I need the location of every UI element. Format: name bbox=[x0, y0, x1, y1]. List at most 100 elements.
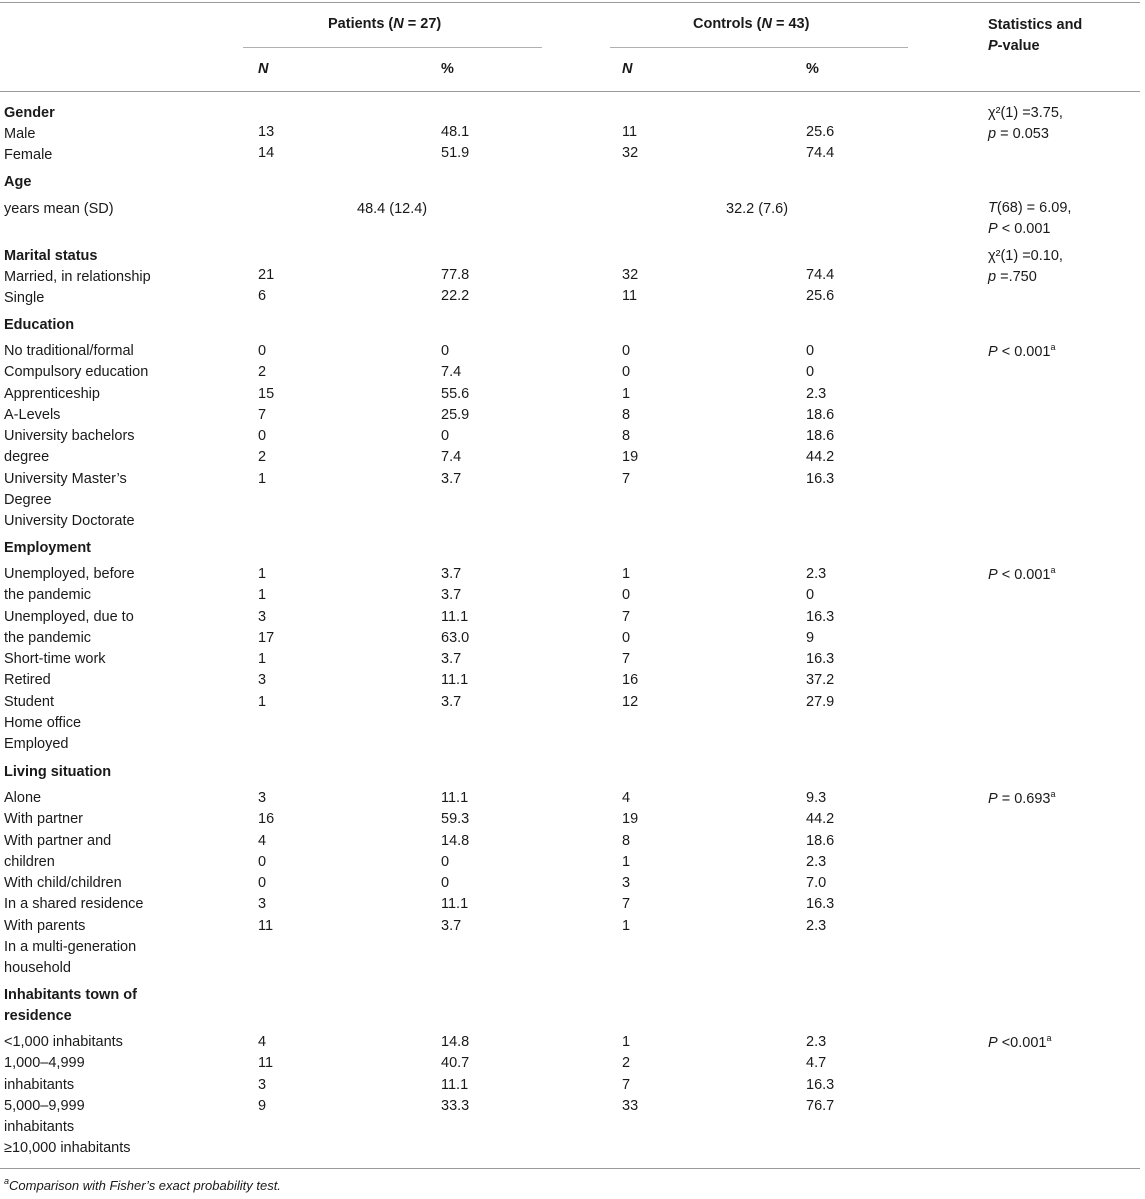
row-label: Home office bbox=[4, 715, 82, 732]
cell: 44.2 bbox=[806, 449, 835, 466]
age-patients-value: 48.4 (12.4) bbox=[357, 201, 428, 217]
living-controls-pct: 9.3 44.2 18.6 2.3 7.0 16.3 2.3 bbox=[806, 788, 834, 937]
inhabitants-controls-pct: 2.3 4.7 16.3 76.7 bbox=[806, 1032, 834, 1117]
gender-labels: Male Female bbox=[4, 124, 52, 167]
cell: 1 bbox=[258, 587, 267, 604]
cell: 33 bbox=[622, 1097, 639, 1114]
cell: 2 bbox=[258, 364, 267, 381]
living-labels: Alone With partner With partner and chil… bbox=[4, 788, 143, 980]
table-top-rule bbox=[0, 2, 1140, 3]
cell: 3 bbox=[622, 875, 631, 892]
employment-patients-pct: 3.7 3.7 11.1 63.0 3.7 11.1 3.7 bbox=[441, 564, 469, 713]
cell: 0 bbox=[441, 343, 450, 359]
row-label: Student bbox=[4, 693, 54, 710]
header-bottom-rule bbox=[0, 91, 1140, 92]
cell: 7 bbox=[258, 406, 267, 423]
row-label: inhabitants bbox=[4, 1076, 75, 1093]
table-bottom-rule bbox=[0, 1168, 1140, 1169]
cell: 7.4 bbox=[441, 449, 462, 466]
education-labels: No traditional/formal Compulsory educati… bbox=[4, 341, 148, 533]
cell: 18.6 bbox=[806, 832, 835, 849]
cell: 1 bbox=[258, 566, 267, 582]
cell: 16.3 bbox=[806, 470, 835, 487]
cell: 0 bbox=[441, 875, 450, 892]
marital-labels: Married, in relationship Single bbox=[4, 267, 151, 310]
cell: 14.8 bbox=[441, 832, 470, 849]
cell: 55.6 bbox=[441, 385, 470, 402]
cell: 40.7 bbox=[441, 1055, 470, 1072]
cell: 25.6 bbox=[806, 288, 835, 305]
inhabitants-labels: <1,000 inhabitants 1,000–4,999 inhabitan… bbox=[4, 1032, 130, 1160]
cell: 3 bbox=[258, 608, 267, 625]
employment-patients-n: 1 1 3 17 1 3 1 bbox=[258, 564, 274, 713]
cell: 22.2 bbox=[441, 288, 470, 305]
cell: 16.3 bbox=[806, 651, 835, 668]
controls-header-rule bbox=[610, 47, 908, 48]
cell: 1 bbox=[622, 1034, 631, 1050]
cell: 18.6 bbox=[806, 428, 835, 445]
cell: 3.7 bbox=[441, 693, 462, 710]
cell: 11 bbox=[258, 917, 274, 934]
row-label: Female bbox=[4, 147, 53, 164]
statistics-header: Statistics and P-value bbox=[988, 17, 1083, 54]
employment-controls-pct: 2.3 0 16.3 9 16.3 37.2 27.9 bbox=[806, 564, 834, 713]
marital-statistic: χ²(1) =0.10, p =.750 bbox=[988, 248, 1063, 286]
footnote: aComparison with Fisher’s exact probabil… bbox=[4, 1176, 281, 1194]
row-label: Short-time work bbox=[4, 651, 106, 668]
education-controls-pct: 0 0 2.3 18.6 18.6 44.2 16.3 bbox=[806, 341, 834, 490]
cell: 0 bbox=[441, 853, 450, 870]
row-label: Compulsory education bbox=[4, 364, 149, 381]
row-label: In a shared residence bbox=[4, 896, 144, 913]
controls-header: Controls (N = 43) bbox=[693, 16, 810, 32]
cell: 0 bbox=[806, 587, 815, 604]
cell: 1 bbox=[258, 470, 267, 487]
cell: 27.9 bbox=[806, 693, 835, 710]
cell: 9 bbox=[258, 1097, 267, 1114]
cell: 16.3 bbox=[806, 608, 835, 625]
row-label: In a multi-generation bbox=[4, 939, 137, 956]
cell: 2.3 bbox=[806, 853, 827, 870]
row-label: 5,000–9,999 bbox=[4, 1097, 85, 1114]
gender-patients-pct: 48.1 51.9 bbox=[441, 122, 469, 165]
inhabitants-statistic: P <0.001a bbox=[988, 1033, 1052, 1052]
cell: 15 bbox=[258, 385, 275, 402]
row-label: Degree bbox=[4, 492, 52, 509]
cell: 3 bbox=[258, 790, 267, 806]
row-label: the pandemic bbox=[4, 629, 92, 646]
row-label: A-Levels bbox=[4, 406, 61, 423]
cell: 4 bbox=[622, 790, 631, 806]
cell: 1 bbox=[622, 853, 631, 870]
cell: 7 bbox=[622, 651, 631, 668]
row-label: With partner bbox=[4, 811, 83, 828]
cell: 16 bbox=[622, 672, 639, 689]
cell: 44.2 bbox=[806, 811, 835, 828]
cell: 3 bbox=[258, 672, 267, 689]
education-controls-n: 0 0 1 8 8 19 7 bbox=[622, 341, 638, 490]
controls-pct-header: % bbox=[806, 61, 819, 77]
cell: 3 bbox=[258, 1076, 267, 1093]
row-label: Male bbox=[4, 126, 36, 142]
education-patients-pct: 0 7.4 55.6 25.9 0 7.4 3.7 bbox=[441, 341, 469, 490]
section-title-marital-status: Marital status bbox=[4, 248, 98, 264]
row-label: With partner and bbox=[4, 832, 112, 849]
cell: 21 bbox=[258, 267, 275, 283]
cell: 7 bbox=[622, 608, 631, 625]
cell: 1 bbox=[258, 693, 267, 710]
cell: 0 bbox=[258, 428, 267, 445]
employment-controls-n: 1 0 7 0 7 16 12 bbox=[622, 564, 638, 713]
row-label: household bbox=[4, 960, 71, 977]
row-label: Alone bbox=[4, 790, 42, 806]
cell: 1 bbox=[622, 566, 631, 582]
cell: 32 bbox=[622, 145, 639, 162]
cell: 4 bbox=[258, 1034, 267, 1050]
row-label: 1,000–4,999 bbox=[4, 1055, 85, 1072]
cell: 1 bbox=[622, 917, 631, 934]
cell: 11.1 bbox=[441, 896, 469, 913]
cell: 11 bbox=[622, 124, 638, 140]
age-statistic: T(68) = 6.09, P < 0.001 bbox=[988, 200, 1072, 238]
cell: 4 bbox=[258, 832, 267, 849]
row-label: Unemployed, due to bbox=[4, 608, 134, 625]
marital-controls-pct: 74.4 25.6 bbox=[806, 265, 834, 308]
patients-pct-header: % bbox=[441, 61, 454, 77]
